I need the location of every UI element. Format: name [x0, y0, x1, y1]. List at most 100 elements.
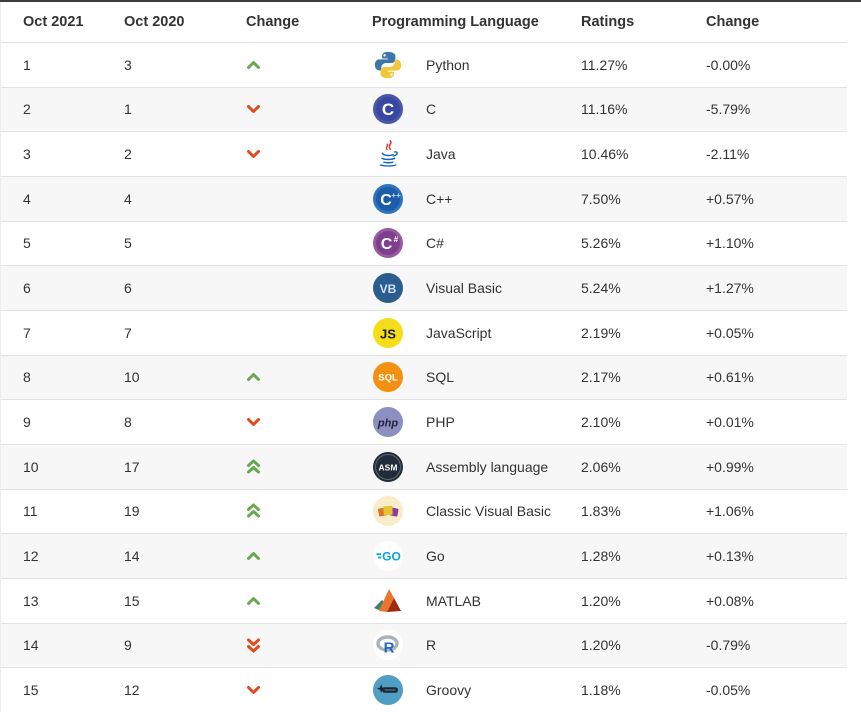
header-oct-2020: Oct 2020 — [124, 14, 185, 30]
ratings-value: 2.06% — [581, 458, 621, 475]
rank-oct-2020: 8 — [124, 414, 132, 431]
rank-oct-2020: 14 — [124, 548, 140, 565]
rank-oct-2020: 6 — [124, 280, 132, 297]
language-cell: SQL SQL — [372, 361, 581, 393]
rank-change-down-icon — [246, 684, 261, 696]
ratings-value: 7.50% — [581, 190, 621, 207]
rank-oct-2021: 15 — [23, 682, 39, 699]
ratings-change-value: +0.61% — [706, 369, 754, 386]
rank-change-cell — [246, 684, 372, 696]
svg-text:#: # — [394, 235, 399, 244]
c-icon: C — [372, 93, 404, 125]
language-cell: JS JavaScript — [372, 317, 581, 349]
ratings-change-value: +0.08% — [706, 592, 754, 609]
r-icon: R — [372, 629, 404, 661]
table-row: 8 10 SQL SQL 2.17% +0.61% — [1, 354, 847, 400]
svg-text:C: C — [382, 100, 394, 119]
classic-visual-basic-icon — [372, 495, 404, 527]
rank-oct-2020: 7 — [124, 324, 132, 341]
table-body: 1 3 Python 11.27% -0.00% 2 1 C C 11.16% … — [1, 42, 847, 712]
rank-change-down-icon — [246, 148, 261, 160]
language-name: Assembly language — [426, 458, 549, 475]
rank-oct-2021: 3 — [23, 146, 31, 163]
ratings-value: 1.20% — [581, 592, 621, 609]
ratings-change-value: +1.06% — [706, 503, 754, 520]
rank-oct-2020: 5 — [124, 235, 132, 252]
language-cell: R R — [372, 629, 581, 661]
visual-basic-icon: VB — [372, 272, 404, 304]
svg-text:GO: GO — [382, 550, 401, 564]
rank-change-cell — [246, 416, 372, 428]
table-row: 1 3 Python 11.27% -0.00% — [1, 42, 847, 87]
table-row: 10 17 ASM Assembly language 2.06% +0.99% — [1, 443, 847, 489]
groovy-icon — [372, 674, 404, 706]
rank-oct-2021: 11 — [23, 503, 38, 520]
rank-oct-2020: 9 — [124, 637, 132, 654]
table-row: 6 6 VB Visual Basic 5.24% +1.27% — [1, 265, 847, 310]
rank-oct-2021: 13 — [23, 592, 39, 609]
php-icon: php — [372, 406, 404, 438]
ratings-change-value: -0.00% — [706, 56, 751, 73]
rank-change-cell — [246, 59, 372, 71]
language-name: R — [426, 637, 437, 654]
svg-text:php: php — [377, 418, 398, 430]
language-name: Classic Visual Basic — [426, 503, 552, 520]
table-row: 3 2 Java 10.46% -2.11% — [1, 131, 847, 176]
language-name: Java — [426, 146, 456, 163]
ratings-value: 10.46% — [581, 146, 629, 163]
rank-oct-2020: 19 — [124, 503, 140, 520]
ratings-change-value: +0.13% — [706, 548, 754, 565]
ratings-value: 1.83% — [581, 503, 621, 520]
rank-change-cell — [246, 459, 372, 475]
rank-change-double-down-icon — [246, 637, 261, 653]
ratings-value: 1.20% — [581, 637, 621, 654]
ratings-value: 1.18% — [581, 682, 621, 699]
header-programming-language: Programming Language — [372, 14, 539, 30]
rank-oct-2020: 10 — [124, 369, 140, 386]
rank-oct-2020: 12 — [124, 682, 140, 699]
table-row: 2 1 C C 11.16% -5.79% — [1, 86, 847, 132]
language-name: C++ — [426, 190, 453, 207]
language-cell: ASM Assembly language — [372, 451, 581, 483]
rank-change-up-icon — [246, 371, 261, 383]
ratings-change-value: +1.27% — [706, 280, 754, 297]
table-row: 14 9 R R 1.20% -0.79% — [1, 622, 847, 668]
rank-change-up-icon — [246, 550, 261, 562]
rank-oct-2021: 2 — [23, 101, 31, 118]
rank-change-up-icon — [246, 595, 261, 607]
table-row: 11 19 Classic Visual Basic 1.83% +1.06% — [1, 488, 847, 534]
ratings-value: 2.19% — [581, 324, 621, 341]
svg-text:JS: JS — [380, 326, 396, 341]
svg-text:ASM: ASM — [379, 462, 398, 472]
ratings-change-value: -5.79% — [706, 101, 751, 118]
language-cell: C ++ C++ — [372, 183, 581, 215]
rank-oct-2020: 1 — [124, 101, 132, 118]
table-row: 12 14 GO Go 1.28% +0.13% — [1, 533, 847, 578]
ratings-change-value: +0.57% — [706, 190, 754, 207]
ratings-change-value: +0.05% — [706, 324, 754, 341]
language-cell: Classic Visual Basic — [372, 495, 581, 527]
ratings-change-value: +0.99% — [706, 458, 754, 475]
language-name: Groovy — [426, 682, 472, 699]
language-name: Python — [426, 56, 470, 73]
language-cell: php PHP — [372, 406, 581, 438]
rank-oct-2021: 8 — [23, 369, 31, 386]
rank-oct-2021: 10 — [23, 458, 39, 475]
ratings-change-value: -0.79% — [706, 637, 751, 654]
header-rank-change: Change — [246, 14, 300, 30]
language-cell: Java — [372, 138, 581, 170]
ratings-value: 2.10% — [581, 414, 621, 431]
language-cell: Groovy — [372, 674, 581, 706]
rank-oct-2020: 3 — [124, 56, 132, 73]
svg-text:C: C — [381, 236, 393, 253]
header-ratings: Ratings — [581, 14, 635, 30]
language-cell: MATLAB — [372, 585, 581, 617]
rank-oct-2021: 9 — [23, 414, 31, 431]
ratings-value: 1.28% — [581, 548, 621, 565]
rank-change-cell — [246, 595, 372, 607]
rank-change-cell — [246, 148, 372, 160]
table-row: 5 5 C # C# 5.26% +1.10% — [1, 220, 847, 266]
language-cell: Python — [372, 49, 581, 81]
